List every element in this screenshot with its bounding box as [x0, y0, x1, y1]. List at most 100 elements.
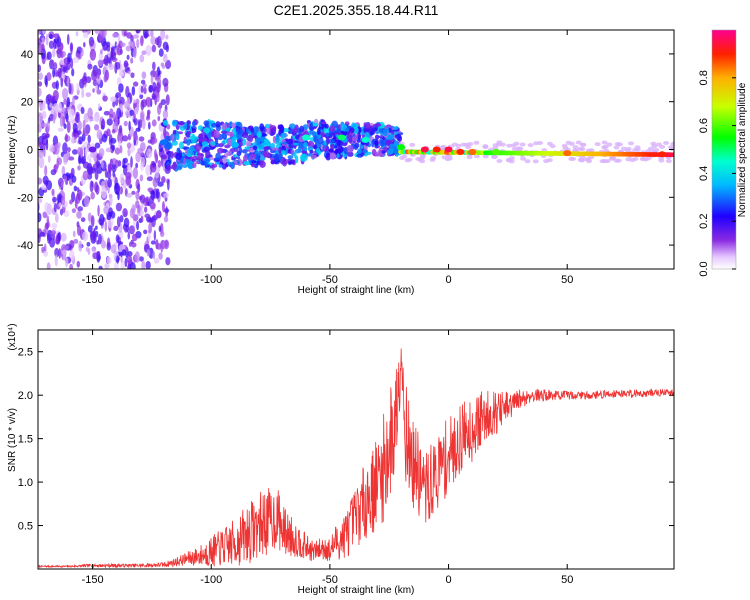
spectrogram-noise-cell	[38, 43, 45, 56]
spectrogram-halo-cell	[580, 142, 587, 147]
spectrogram-noise-cell	[105, 147, 112, 153]
spectrogram-band-cell	[307, 140, 315, 148]
spectrogram-halo-cell	[517, 146, 524, 151]
spectrogram-band-cell	[178, 141, 184, 150]
snr-series-line	[38, 348, 674, 569]
spectrogram-noise-cell	[146, 248, 151, 257]
spectrogram-noise-cell	[123, 120, 128, 127]
spectrogram-noise-cell	[81, 47, 84, 57]
spectrogram-halo-cell	[482, 144, 489, 149]
spectrogram-noise-cell	[161, 176, 166, 184]
spectrogram-noise-cell	[41, 37, 46, 44]
spectrogram-noise-cell	[70, 43, 73, 56]
spectrogram-noise-cell	[125, 45, 132, 52]
spectrogram-noise-cell	[114, 61, 118, 74]
spectrogram-noise-cell	[150, 240, 156, 245]
spectrogram-noise-cell	[86, 154, 92, 161]
spectrogram-band-cell	[335, 128, 342, 134]
spectrogram-noise-cell	[128, 120, 131, 132]
spectrogram-noise-cell	[98, 30, 104, 42]
spectrogram-band-cell	[388, 147, 395, 151]
spectrogram-halo-cell	[491, 154, 498, 159]
spectrogram-noise-cell	[63, 98, 67, 105]
spectrogram-band-cell	[278, 146, 282, 154]
spectrogram-halo-cell	[579, 146, 586, 151]
spectrogram-halo-cell	[653, 148, 660, 153]
spectrogram-band-cell	[270, 159, 275, 165]
spectrogram-band-cell	[238, 146, 243, 154]
spectrogram-noise-cell	[129, 109, 135, 116]
spectrogram-blob	[88, 146, 97, 153]
spectrogram-noise-cell	[38, 156, 45, 169]
spectrogram-noise-cell	[144, 206, 148, 213]
spectrogram-noise-cell	[151, 119, 157, 127]
spectrogram-noise-cell	[61, 165, 66, 176]
spectrogram-noise-cell	[57, 127, 64, 132]
spectrogram-noise-cell	[110, 137, 117, 144]
spectrogram-noise-cell	[133, 34, 139, 39]
spectrogram-noise-cell	[123, 217, 130, 228]
spectrogram-noise-cell	[90, 191, 95, 200]
spectrogram-band-cell	[372, 127, 378, 132]
spectrogram-band-cell	[334, 145, 338, 149]
spectrogram-noise-cell	[92, 88, 95, 93]
spectrogram-noise-cell	[146, 176, 153, 182]
spectrogram-noise-cell	[38, 30, 42, 35]
spectrogram-band-cell	[263, 146, 270, 150]
spectrogram-halo-cell	[609, 155, 616, 160]
snr-frame	[37, 329, 675, 570]
spectrogram-band-cell	[317, 144, 322, 148]
spectrogram-x-ticks: -150 -100 -50 0 50	[82, 30, 573, 286]
spectrogram-band-cell	[251, 160, 257, 164]
spectrogram-halo-cell	[658, 158, 665, 163]
snr-x-tick-label: -150	[82, 574, 104, 586]
spectrogram-band-cell	[282, 141, 289, 145]
spectrogram-noise-cell	[111, 128, 116, 134]
spectrogram-noise-cell	[75, 113, 80, 124]
spectrogram-halo-cell	[572, 145, 579, 150]
spectrogram-noise-cell	[106, 118, 113, 126]
snr-y-tick-label: 0.5	[18, 521, 33, 533]
spectrogram-noise-cell	[109, 194, 113, 207]
spectrogram-noise-cell	[108, 63, 115, 71]
spectrogram-band-cell	[245, 140, 252, 147]
spectrogram-noise-cell	[102, 95, 108, 102]
spectrogram-band-cell	[187, 161, 195, 170]
spectrogram-noise-cell	[68, 82, 72, 95]
spectrogram-band-cell	[253, 126, 259, 134]
spectrogram-noise-cell	[53, 143, 60, 155]
spectrogram-noise-cell	[155, 188, 160, 200]
colorbar-tick-label: 0.6	[698, 118, 710, 133]
spectrogram-noise-cell	[136, 38, 140, 49]
spectrogram-noise-cell	[50, 169, 57, 176]
spectrogram-noise-cell	[80, 106, 85, 115]
spectrogram-noise-cell	[41, 184, 48, 191]
spectrogram-noise-cell	[70, 136, 75, 144]
spectrogram-x-tick-label: -100	[200, 274, 222, 286]
spectrogram-noise-cell	[165, 59, 172, 70]
spectrogram-band-cell	[170, 151, 174, 159]
spectrogram-noise-cell	[57, 67, 62, 79]
spectrogram-halo-cell	[505, 158, 512, 163]
spectrogram-noise-cell	[118, 96, 125, 106]
spectrogram-halo-cell	[513, 141, 520, 146]
spectrogram-band-cell	[346, 134, 353, 143]
spectrogram-noise-cell	[160, 240, 164, 253]
spectrogram-noise-cell	[75, 31, 79, 37]
spectrogram-noise-cell	[124, 62, 129, 67]
snr-y-label: SNR (10 * v/v)	[7, 408, 18, 472]
spectrogram-noise-cell	[165, 94, 170, 106]
spectrogram-noise-cell	[131, 190, 136, 195]
spectrogram-band-cell	[309, 122, 314, 131]
snr-x-tick-label: -50	[322, 574, 338, 586]
spectrogram-noise-cell	[124, 228, 128, 233]
spectrogram-noise-cell	[126, 54, 130, 60]
spectrogram-noise-cell	[46, 215, 50, 223]
spectrogram-noise-cell	[38, 149, 44, 158]
spectrogram-band-cell	[275, 136, 280, 143]
spectrogram-band-cell	[287, 155, 294, 160]
spectrogram-noise-cell	[54, 254, 58, 267]
spectrogram-noise-cell	[156, 82, 161, 93]
spectrogram-band-cell	[310, 154, 317, 159]
spectrogram-band-cell	[162, 120, 169, 126]
